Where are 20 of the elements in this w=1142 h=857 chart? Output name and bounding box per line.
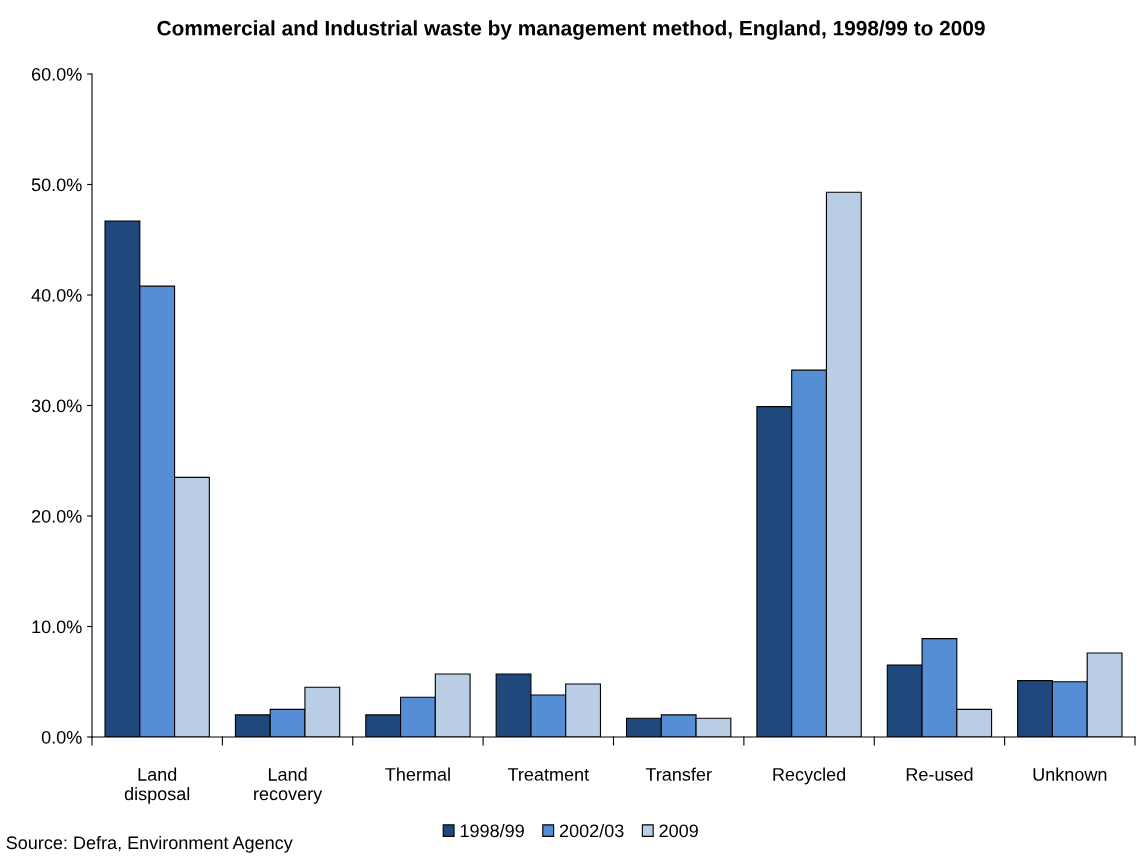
y-tick-label: 50.0% <box>31 178 82 192</box>
x-tick-label: Transfer <box>645 767 712 781</box>
x-tick-label: Treatment <box>507 768 589 781</box>
x-tick-label: Re-used <box>906 767 973 781</box>
legend-label: 2002/03 <box>559 823 624 838</box>
x-tick-label: Land recovery <box>254 767 323 804</box>
source-note: Source: Defra, Environment Agency <box>6 835 293 853</box>
x-tick-label: Thermal <box>385 767 450 781</box>
y-tick-label: 0.0% <box>41 730 82 744</box>
y-tick-label: 10.0% <box>32 620 82 634</box>
legend-label: 2009 <box>659 824 698 838</box>
y-tick-label: 40.0% <box>31 288 82 302</box>
legend-label: 1998/99 <box>460 823 524 838</box>
x-tick-label: Land disposal <box>124 767 190 804</box>
chart-title: Commercial and Industrial waste by management method, England, 1998/99 to 2009 <box>157 20 985 40</box>
y-tick-label: 20.0% <box>31 509 82 523</box>
x-tick-label: Unknown <box>1033 767 1107 781</box>
y-tick-label: 60.0% <box>32 67 82 81</box>
x-tick-label: Recycled <box>773 767 846 785</box>
y-tick-label: 30.0% <box>31 399 82 413</box>
